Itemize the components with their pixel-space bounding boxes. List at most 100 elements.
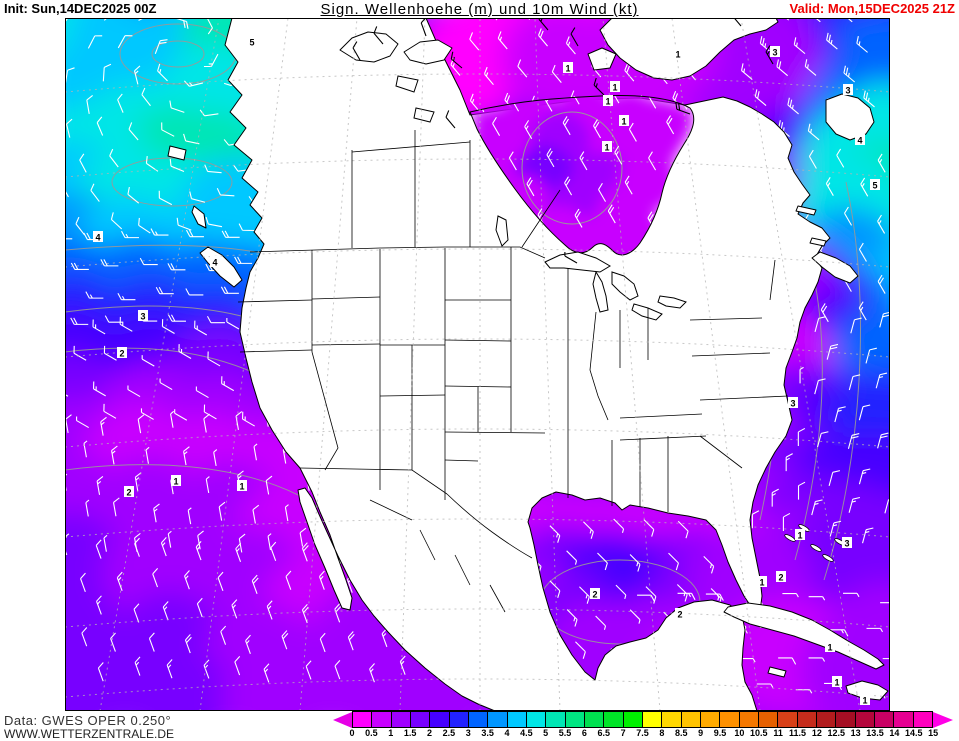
svg-text:2: 2 [126, 488, 131, 498]
contour-label: 2 [675, 608, 685, 620]
colorbar-tick: 10 [734, 728, 745, 738]
svg-text:1: 1 [239, 482, 244, 492]
colorbar-cell [815, 712, 836, 727]
contour-label: 3 [788, 397, 798, 409]
svg-text:1: 1 [827, 643, 832, 653]
svg-text:1: 1 [675, 50, 680, 60]
colorbar-tick: 6.5 [597, 728, 611, 738]
contour-label: 1 [673, 48, 683, 60]
contour-label: 2 [117, 347, 127, 359]
wave-height-colorbar: 0 0.5 1 1.5 2 2.5 3 3.5 4 4.5 5 5.5 6 6.5 7 7.5 8 8.5 9 9.5… [333, 711, 953, 741]
colorbar-tick: 7.5 [636, 728, 649, 738]
svg-text:3: 3 [790, 399, 795, 409]
contour-label: 3 [138, 310, 148, 322]
colorbar-tick: 5 [543, 728, 549, 738]
colorbar-cell [583, 712, 604, 727]
colorbar-tick: 2.5 [442, 728, 456, 738]
colorbar-tick: 10.5 [750, 728, 768, 738]
contour-label: 1 [832, 676, 842, 688]
colorbar-tick: 6 [581, 728, 587, 738]
colorbar-cell [661, 712, 681, 727]
colorbar-cell [699, 712, 720, 727]
colorbar-cell [353, 712, 372, 727]
colorbar-tick: 0 [349, 728, 355, 738]
contour-label: 3 [770, 46, 780, 58]
colorbar-cell [429, 712, 449, 727]
wind-barbs-pacific-west [65, 228, 260, 329]
contour-label: 4 [93, 231, 103, 243]
contour-label: 1 [603, 95, 613, 107]
svg-text:1: 1 [173, 477, 178, 487]
contour-label: 1 [619, 115, 629, 127]
svg-text:1: 1 [604, 143, 609, 153]
colorbar-cell [680, 712, 700, 727]
colorbar-cell [777, 712, 797, 727]
contour-label: 2 [590, 588, 600, 600]
colorbar-cell [409, 712, 430, 727]
svg-text:5: 5 [872, 181, 877, 191]
graticule [65, 18, 890, 711]
map-title: Sign. Wellenhoehe (m) und 10m Wind (kt) [320, 1, 639, 18]
contour-label: 5 [247, 36, 257, 48]
svg-text:2: 2 [119, 349, 124, 359]
colorbar-cell [622, 712, 642, 727]
svg-text:1: 1 [834, 678, 839, 688]
contour-label: 1 [757, 576, 767, 588]
svg-text:1: 1 [759, 578, 764, 588]
svg-text:1: 1 [621, 117, 626, 127]
colorbar-cell [641, 712, 662, 727]
colorbar-tick: 12 [811, 728, 822, 738]
contour-label: 1 [602, 141, 612, 153]
colorbar-cell [448, 712, 468, 727]
contour-label: 3 [842, 537, 852, 549]
map-frame [65, 18, 890, 711]
colorbar-tick: 2 [426, 728, 432, 738]
colorbar-cell [757, 712, 778, 727]
svg-text:2: 2 [778, 573, 783, 583]
colorbar-tick: 11 [773, 728, 783, 738]
colorbar-tick: 4.5 [520, 728, 533, 738]
colorbar-cell [873, 712, 894, 727]
colorbar-ticks: 0 0.5 1 1.5 2 2.5 3 3.5 4 4.5 5 5.5 6 6.5 7 7.5 8 8.5 9 9.5… [349, 728, 938, 740]
colorbar-tick: 3.5 [481, 728, 494, 738]
colorbar-cells [352, 711, 933, 728]
colorbar-tick: 14 [889, 728, 900, 738]
wind-barbs-atlantic-offshore-south [811, 311, 890, 544]
svg-text:5: 5 [249, 38, 254, 48]
colorbar-cell [390, 712, 410, 727]
colorbar-tick: 15 [928, 728, 939, 738]
colorbar-cell [506, 712, 526, 727]
colorbar-cell [854, 712, 874, 727]
svg-text:3: 3 [845, 86, 850, 96]
svg-text:1: 1 [797, 531, 802, 541]
website-label: WWW.WETTERZENTRALE.DE [4, 727, 174, 741]
colorbar-tick: 11.5 [788, 728, 807, 738]
colorbar-cell [893, 712, 913, 727]
colorbar-tick: 14.5 [904, 728, 923, 738]
contour-label: 1 [795, 529, 805, 541]
colorbar-cell [525, 712, 546, 727]
colorbar-cell [371, 712, 391, 727]
colorbar-tick: 5.5 [558, 728, 572, 738]
contour-label: 1 [563, 62, 573, 74]
colorbar-left-arrow-icon [333, 711, 352, 728]
contour-label: 1 [825, 641, 835, 653]
colorbar-tick: 9 [698, 728, 704, 738]
svg-text:3: 3 [844, 539, 849, 549]
contour-label: 3 [843, 84, 853, 96]
svg-text:4: 4 [857, 136, 862, 146]
colorbar-tick: 9.5 [713, 728, 727, 738]
svg-text:2: 2 [592, 590, 597, 600]
contour-label: 2 [776, 571, 786, 583]
landmass-north-america [167, 18, 889, 711]
init-timestamp: Init: Sun,14DEC2025 00Z [4, 1, 157, 16]
contour-label: 4 [855, 134, 865, 146]
colorbar-tick: 4 [504, 728, 510, 738]
colorbar-tick: 8.5 [675, 728, 688, 738]
svg-text:1: 1 [612, 83, 617, 93]
contour-label: 5 [870, 179, 880, 191]
